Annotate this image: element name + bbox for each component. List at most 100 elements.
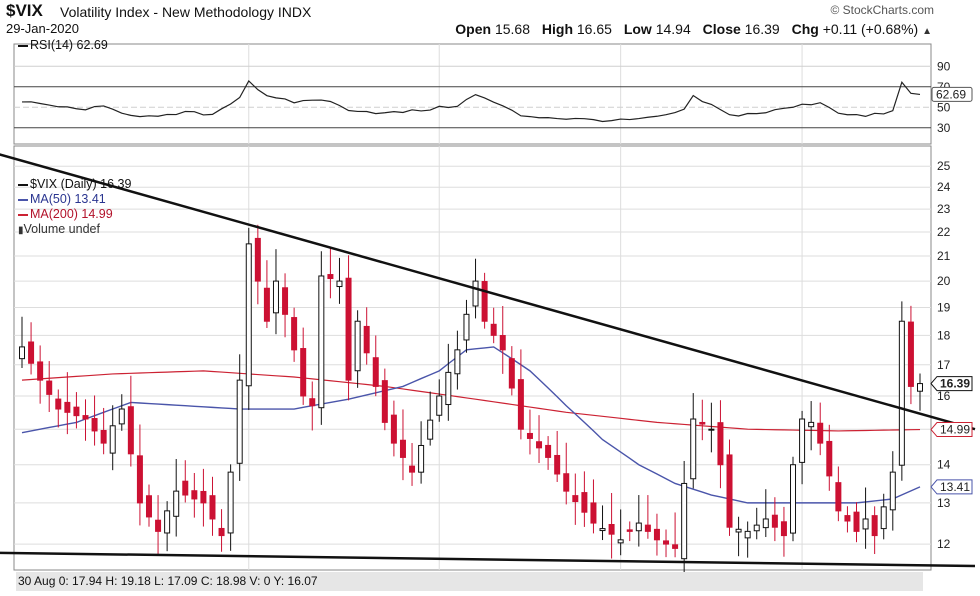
candle-body xyxy=(427,419,434,440)
candlestick xyxy=(263,260,270,329)
candlestick xyxy=(590,479,597,534)
candle-body xyxy=(563,473,570,492)
candle-body xyxy=(753,524,760,532)
candle-body xyxy=(672,544,679,549)
candle-body xyxy=(182,480,189,496)
candlestick xyxy=(572,473,579,525)
price-panel-frame xyxy=(13,145,932,571)
candlestick xyxy=(635,495,642,547)
trendline xyxy=(0,153,976,431)
candle-body xyxy=(826,440,833,477)
candlestick xyxy=(844,506,851,533)
quote-chg-label: Chg xyxy=(791,21,819,37)
price-tick-label: 19 xyxy=(937,301,951,315)
candlestick xyxy=(463,299,470,353)
candle-body xyxy=(82,415,89,420)
candle-body xyxy=(46,380,53,395)
candlestick xyxy=(681,460,688,580)
candlestick xyxy=(390,400,397,457)
candlestick xyxy=(91,395,98,446)
candle-body xyxy=(744,530,751,539)
candlestick xyxy=(898,301,905,481)
volume-legend-text: Volume undef xyxy=(23,222,100,236)
candlestick xyxy=(272,249,279,335)
candle-body xyxy=(898,320,905,466)
chart-date: 29-Jan-2020 xyxy=(6,21,79,36)
candle-body xyxy=(363,325,370,354)
candlestick xyxy=(427,391,434,446)
candle-body xyxy=(336,280,343,288)
candlestick xyxy=(862,487,869,549)
price-label-text: 16.39 xyxy=(940,377,970,391)
candle-body xyxy=(726,454,733,528)
candle-body xyxy=(318,275,325,409)
candle-body xyxy=(227,471,234,534)
candle-body xyxy=(445,371,452,406)
price-tick-label: 21 xyxy=(937,249,951,263)
candle-body xyxy=(472,280,479,307)
price-swatch-icon xyxy=(18,183,28,186)
trendline xyxy=(0,551,976,568)
candle-body xyxy=(817,422,824,444)
candle-body xyxy=(263,287,270,322)
quote-high-value: 16.65 xyxy=(576,21,612,37)
candlestick xyxy=(536,415,543,464)
candle-body xyxy=(681,482,688,560)
ma50-label-box xyxy=(930,479,973,495)
price-tick-label: 13 xyxy=(937,496,951,510)
candle-body xyxy=(463,313,470,341)
candle-body xyxy=(28,341,35,364)
candle-body xyxy=(653,528,660,541)
price-legend-text: $VIX (Daily) 16.39 xyxy=(30,177,132,191)
price-tick-label: 25 xyxy=(937,159,951,173)
candle-body xyxy=(517,379,524,430)
candlestick xyxy=(145,484,152,527)
candle-body xyxy=(590,502,597,524)
rsi-legend-text: RSI(14) 62.69 xyxy=(30,38,108,52)
candle-body xyxy=(354,320,361,372)
candle-body xyxy=(644,524,651,532)
candle-body xyxy=(545,444,552,458)
candlestick xyxy=(853,502,860,543)
candle-body xyxy=(145,495,152,518)
candlestick xyxy=(626,521,633,542)
price-tick-label: 20 xyxy=(937,274,951,288)
candlestick xyxy=(581,471,588,527)
candlestick xyxy=(109,405,116,471)
candle-body xyxy=(300,348,307,397)
candlestick xyxy=(82,399,89,441)
candle-body xyxy=(164,510,171,534)
price-legend: $VIX (Daily) 16.39 xyxy=(18,177,131,191)
price-tick-label: 23 xyxy=(937,202,951,216)
candlestick xyxy=(300,327,307,405)
candlestick xyxy=(499,305,506,374)
candle-body xyxy=(418,444,425,473)
ma50-current-label: 13.41 xyxy=(930,479,973,495)
candle-body xyxy=(209,495,216,520)
candlestick xyxy=(762,489,769,538)
ma50-line xyxy=(21,346,921,504)
candlestick xyxy=(454,330,461,390)
candlestick xyxy=(381,368,388,431)
volume-bars-icon: ▮ xyxy=(18,225,24,236)
candlestick xyxy=(672,512,679,558)
candle-body xyxy=(844,515,851,522)
candle-body xyxy=(191,490,198,500)
candlestick xyxy=(663,529,670,558)
ma50-legend: MA(50) 13.41 xyxy=(18,192,106,206)
candlestick xyxy=(717,400,724,489)
status-bar: 30 Aug 0: 17.94 H: 19.18 L: 17.09 C: 18.… xyxy=(16,572,923,591)
candlestick xyxy=(55,389,62,428)
candle-body xyxy=(236,379,243,464)
candlestick xyxy=(799,410,806,485)
rsi-current-label-box xyxy=(931,86,973,102)
candlestick xyxy=(200,468,207,527)
candle-body xyxy=(499,335,506,351)
candlestick xyxy=(907,305,914,405)
candle-body xyxy=(254,237,261,282)
rsi-tick-label: 90 xyxy=(937,59,951,73)
price-tick-label: 17 xyxy=(937,358,951,372)
candle-body xyxy=(799,418,806,463)
candlestick xyxy=(617,509,624,556)
